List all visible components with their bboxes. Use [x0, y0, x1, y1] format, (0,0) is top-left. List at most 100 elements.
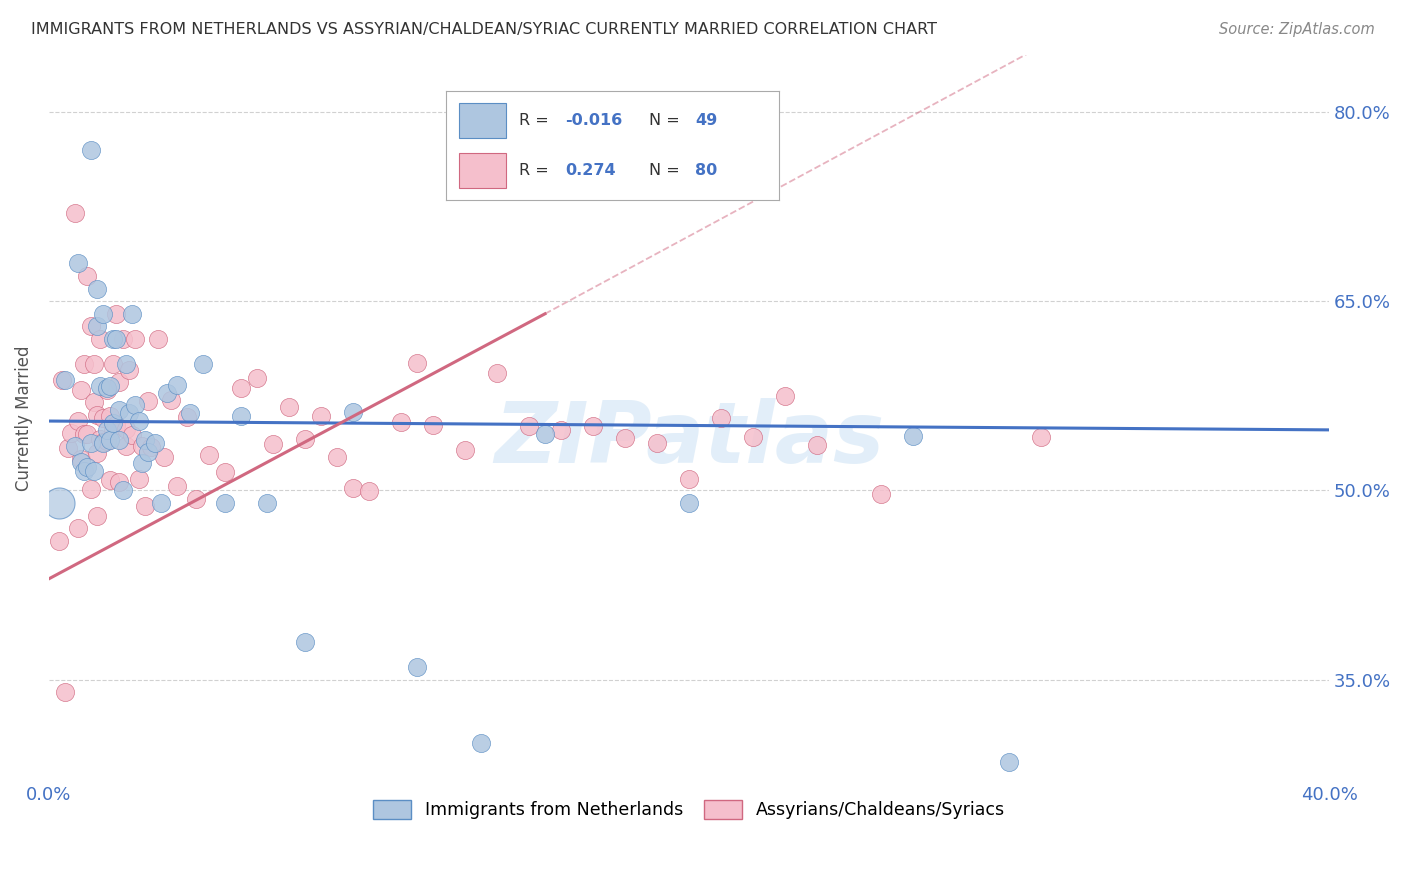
Point	[108, 475, 131, 489]
Point	[111, 332, 134, 346]
Point	[454, 443, 477, 458]
Point	[96, 383, 118, 397]
Point	[63, 206, 86, 220]
Point	[83, 464, 105, 478]
Point	[105, 307, 128, 321]
Point	[357, 483, 380, 498]
Point	[56, 442, 79, 456]
Point	[118, 406, 141, 420]
Point	[93, 307, 115, 321]
Point	[105, 332, 128, 346]
Point	[128, 472, 150, 486]
Point	[342, 481, 364, 495]
Point	[136, 445, 159, 459]
Point	[121, 428, 143, 442]
Point	[51, 373, 73, 387]
Point	[66, 256, 89, 270]
Point	[96, 381, 118, 395]
Point	[136, 393, 159, 408]
Point	[70, 383, 93, 397]
Point	[141, 440, 163, 454]
Point	[98, 434, 121, 448]
Point	[517, 419, 540, 434]
Point	[309, 409, 332, 423]
Point	[229, 380, 252, 394]
Point	[278, 400, 301, 414]
Point	[93, 434, 115, 449]
Point	[246, 371, 269, 385]
Point	[1029, 430, 1052, 444]
Point	[176, 409, 198, 424]
Point	[76, 426, 98, 441]
Point	[294, 433, 316, 447]
Point	[582, 418, 605, 433]
Point	[114, 422, 136, 436]
Point	[86, 319, 108, 334]
Text: ZIPatlas: ZIPatlas	[494, 398, 884, 481]
Text: IMMIGRANTS FROM NETHERLANDS VS ASSYRIAN/CHALDEAN/SYRIAC CURRENTLY MARRIED CORREL: IMMIGRANTS FROM NETHERLANDS VS ASSYRIAN/…	[31, 22, 936, 37]
Point	[114, 357, 136, 371]
Point	[98, 409, 121, 424]
Point	[678, 472, 700, 486]
Point	[179, 405, 201, 419]
Point	[550, 424, 572, 438]
Point	[108, 403, 131, 417]
Point	[998, 755, 1021, 769]
Point	[186, 491, 208, 506]
Point	[134, 433, 156, 447]
Point	[86, 446, 108, 460]
Point	[70, 451, 93, 466]
Point	[124, 332, 146, 346]
Point	[326, 450, 349, 465]
Point	[76, 268, 98, 283]
Point	[98, 473, 121, 487]
Point	[773, 389, 796, 403]
Point	[118, 362, 141, 376]
Point	[73, 357, 96, 371]
Legend: Immigrants from Netherlands, Assyrians/Chaldeans/Syriacs: Immigrants from Netherlands, Assyrians/C…	[366, 793, 1012, 826]
Point	[73, 426, 96, 441]
Point	[198, 448, 221, 462]
Point	[710, 410, 733, 425]
Point	[101, 416, 124, 430]
Point	[131, 456, 153, 470]
Point	[86, 282, 108, 296]
Point	[614, 431, 637, 445]
Point	[86, 408, 108, 422]
Point	[121, 307, 143, 321]
Point	[389, 415, 412, 429]
Point	[342, 405, 364, 419]
Point	[79, 436, 101, 450]
Point	[214, 465, 236, 479]
Point	[153, 450, 176, 464]
Point	[101, 357, 124, 371]
Point	[470, 736, 492, 750]
Point	[645, 436, 668, 450]
Point	[66, 414, 89, 428]
Point	[229, 409, 252, 424]
Point	[73, 464, 96, 478]
Point	[406, 660, 429, 674]
Point	[93, 435, 115, 450]
Point	[114, 439, 136, 453]
Point	[93, 410, 115, 425]
Point	[105, 417, 128, 432]
Point	[678, 496, 700, 510]
Point	[870, 487, 893, 501]
Point	[96, 423, 118, 437]
Point	[108, 433, 131, 447]
Point	[53, 685, 76, 699]
Point	[83, 394, 105, 409]
Point	[406, 356, 429, 370]
Point	[534, 427, 557, 442]
Point	[48, 496, 70, 510]
Point	[485, 367, 508, 381]
Point	[79, 319, 101, 334]
Point	[146, 332, 169, 346]
Point	[76, 459, 98, 474]
Y-axis label: Currently Married: Currently Married	[15, 345, 32, 491]
Point	[53, 373, 76, 387]
Point	[262, 437, 284, 451]
Point	[63, 439, 86, 453]
Point	[111, 483, 134, 497]
